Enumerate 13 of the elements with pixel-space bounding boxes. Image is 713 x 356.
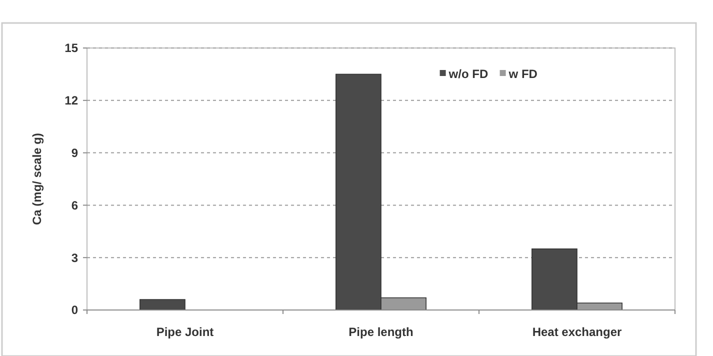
y-tick-label: 12	[64, 94, 78, 108]
y-tick-label: 3	[71, 250, 78, 265]
bar	[140, 299, 186, 310]
y-tick-label: 9	[71, 146, 78, 160]
x-tick-label: Heat exchanger	[532, 325, 622, 339]
y-tick-label: 15	[64, 41, 78, 56]
legend-label: w/o FD	[448, 67, 488, 82]
x-tick-label: Pipe length	[348, 325, 414, 339]
x-tick-label: Pipe Joint	[156, 325, 214, 339]
y-tick-label: 0	[71, 303, 78, 318]
legend-label: w FD	[508, 67, 538, 82]
y-tick-label: 6	[71, 198, 78, 212]
y-axis-title: Ca (mg/ scale g)	[30, 132, 44, 226]
